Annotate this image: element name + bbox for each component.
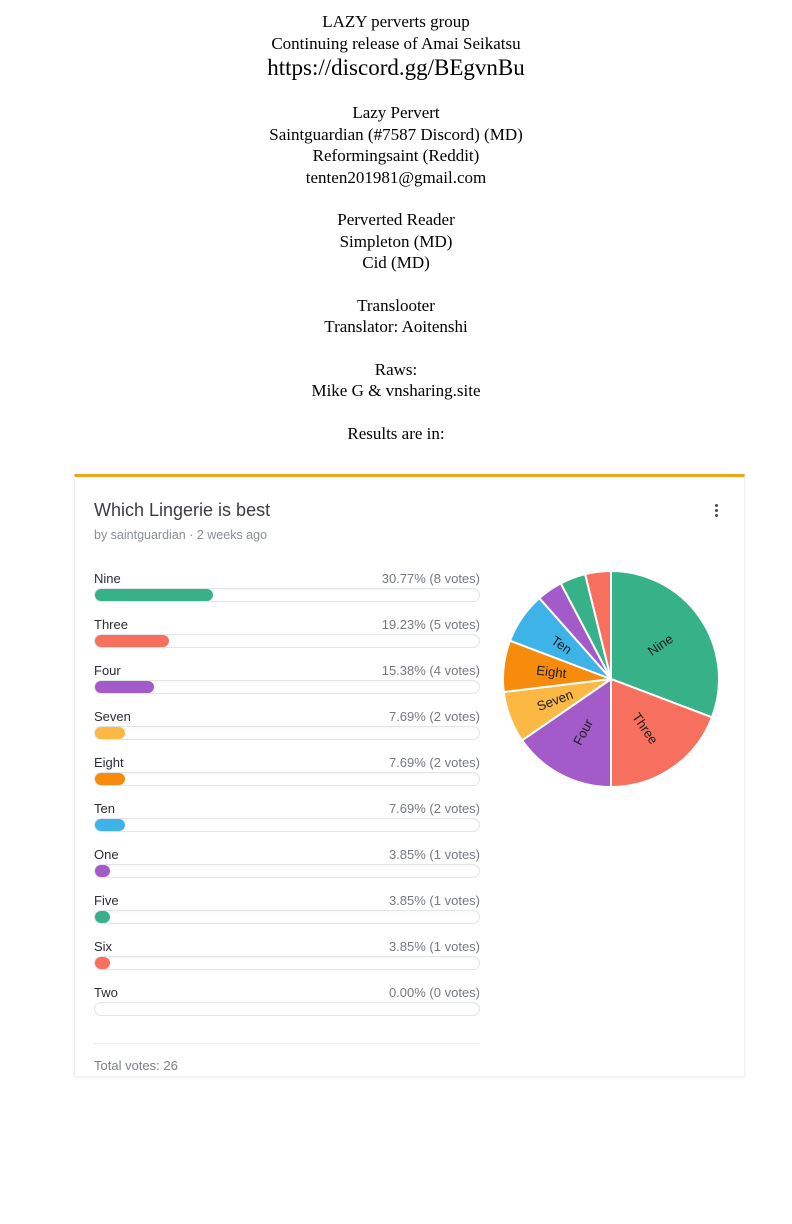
- total-votes: Total votes: 26: [94, 1058, 178, 1073]
- credits-section: Lazy Pervert Saintguardian (#7587 Discord…: [0, 102, 792, 188]
- credits-section: Results are in:: [0, 423, 792, 445]
- poll-option-fill: [95, 911, 110, 923]
- poll-option-percent: 3.85% (1 votes): [388, 939, 480, 954]
- poll-option-label: Four: [94, 663, 121, 678]
- kebab-menu-icon: [715, 504, 718, 517]
- poll-option-percent: 30.77% (8 votes): [381, 571, 480, 586]
- credits-line: Cid (MD): [362, 253, 430, 272]
- pie-slice-nine: [610, 570, 720, 719]
- poll-option-track: [94, 1002, 480, 1016]
- poll-title: Which Lingerie is best: [94, 500, 271, 520]
- poll-heading: Which Lingerie is best by saintguardian …: [94, 500, 270, 542]
- poll-option-percent: 19.23% (5 votes): [381, 617, 480, 632]
- poll-option-percent: 3.85% (1 votes): [388, 847, 480, 862]
- poll-option-label: Three: [94, 617, 128, 632]
- poll-option-row: Five 3.85% (1 votes): [94, 891, 480, 924]
- credits-group-title: LAZY perverts group Continuing release o…: [0, 11, 792, 81]
- credits-line: Lazy Pervert: [352, 103, 440, 122]
- poll-option-row: Three 19.23% (5 votes): [94, 615, 480, 648]
- poll-option-label: Six: [94, 939, 113, 954]
- poll-byline: by saintguardian · 2 weeks ago: [94, 528, 268, 542]
- credits-line: Simpleton (MD): [339, 231, 453, 251]
- credits-section: Perverted Reader Simpleton (MD) Cid (MD): [0, 209, 792, 274]
- poll-option-fill: [95, 819, 125, 831]
- credits-line: Translator: Aoitenshi: [324, 317, 468, 336]
- poll-option-label: Seven: [94, 709, 131, 724]
- poll-option-track: [94, 956, 480, 970]
- credits-line: Translooter: [357, 295, 435, 315]
- pie-slice-label: Eight: [536, 663, 568, 682]
- poll-option-label: Eight: [94, 755, 124, 770]
- poll-option-fill: [95, 635, 169, 647]
- poll-option-percent: 0.00% (0 votes): [388, 985, 480, 1000]
- poll-menu-button[interactable]: [709, 500, 724, 521]
- poll-option-fill: [95, 681, 155, 693]
- credits-block: LAZY perverts group Continuing release o…: [0, 11, 792, 444]
- poll-card: Which Lingerie is best by saintguardian …: [74, 474, 745, 1077]
- poll-option-fill: [95, 727, 125, 739]
- poll-option-label: Ten: [94, 801, 115, 816]
- poll-option-track: [94, 680, 480, 694]
- poll-option-percent: 3.85% (1 votes): [388, 893, 480, 908]
- poll-option-fill: [95, 865, 110, 877]
- poll-option-fill: [95, 589, 214, 601]
- poll-option-label: Five: [94, 893, 119, 908]
- poll-option-label: Two: [94, 985, 118, 1000]
- poll-option-track: [94, 772, 480, 786]
- credits-line: Perverted Reader: [337, 210, 455, 229]
- poll-option-row: Ten 7.69% (2 votes): [94, 799, 480, 832]
- credits-line: Results are in:: [347, 423, 445, 443]
- credits-line: Raws:: [374, 359, 418, 379]
- credits-section: Raws: Mike G & vnsharing.site: [0, 359, 792, 402]
- poll-option-label: One: [94, 847, 119, 862]
- credits-line: Saintguardian (#7587 Discord) (MD): [269, 124, 523, 144]
- poll-card-header: Which Lingerie is best by saintguardian …: [75, 477, 744, 542]
- poll-option-row: Nine 30.77% (8 votes): [94, 569, 480, 602]
- results-divider: [94, 1043, 480, 1044]
- poll-pie-chart: Nine Three Four Seven Eight Ten: [495, 563, 727, 795]
- poll-option-percent: 7.69% (2 votes): [388, 709, 480, 724]
- credits-line: tenten201981@gmail.com: [305, 167, 487, 187]
- poll-option-percent: 7.69% (2 votes): [388, 755, 480, 770]
- credits-line: LAZY perverts group: [322, 12, 470, 31]
- poll-option-track: [94, 864, 480, 878]
- poll-option-row: Six 3.85% (1 votes): [94, 937, 480, 970]
- poll-option-label: Nine: [94, 571, 121, 586]
- poll-option-row: Eight 7.69% (2 votes): [94, 753, 480, 786]
- pie-slice-four: [521, 678, 612, 788]
- poll-option-row: Four 15.38% (4 votes): [94, 661, 480, 694]
- poll-option-row: Seven 7.69% (2 votes): [94, 707, 480, 740]
- poll-option-row: Two 0.00% (0 votes): [94, 983, 480, 1016]
- poll-option-track: [94, 726, 480, 740]
- poll-option-fill: [95, 957, 110, 969]
- credits-line: Mike G & vnsharing.site: [311, 381, 481, 400]
- poll-option-percent: 7.69% (2 votes): [388, 801, 480, 816]
- poll-option-track: [94, 634, 480, 648]
- poll-option-track: [94, 818, 480, 832]
- pie-slice-three: [610, 678, 713, 788]
- poll-option-percent: 15.38% (4 votes): [381, 663, 480, 678]
- poll-option-track: [94, 910, 480, 924]
- poll-results-list: Nine 30.77% (8 votes) Three 19.23% (5 vo…: [94, 569, 480, 1073]
- credits-section: Translooter Translator: Aoitenshi: [0, 295, 792, 338]
- discord-invite-link: https://discord.gg/BEgvnBu: [267, 55, 525, 80]
- poll-option-fill: [95, 773, 125, 785]
- credits-line: Continuing release of Amai Seikatsu: [271, 33, 521, 53]
- credits-line: Reformingsaint (Reddit): [312, 146, 480, 165]
- poll-option-track: [94, 588, 480, 602]
- poll-option-row: One 3.85% (1 votes): [94, 845, 480, 878]
- pie-slice-six: [584, 570, 612, 680]
